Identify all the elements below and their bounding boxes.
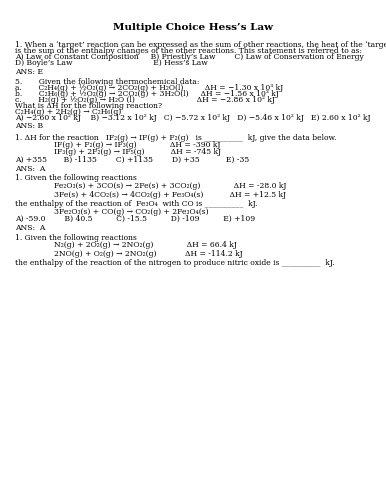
Text: ANS: E: ANS: E <box>15 68 44 76</box>
Text: c.       H₂(g) + ½O₂(g) → H₂O (l)                          ΔH = −2.86 x 10² kJ: c. H₂(g) + ½O₂(g) → H₂O (l) ΔH = −2.86 x… <box>15 96 276 104</box>
Text: N₂(g) + 2O₂(g) → 2NO₂(g)              ΔH = 66.4 kJ: N₂(g) + 2O₂(g) → 2NO₂(g) ΔH = 66.4 kJ <box>54 241 237 249</box>
Text: A) +355       B) -1135        C) +1135        D) +35           E) -35: A) +355 B) -1135 C) +1135 D) +35 E) -35 <box>15 156 250 164</box>
Text: A) -59.0        B) 40.5          C) -15.5          D) -109          E) +109: A) -59.0 B) 40.5 C) -15.5 D) -109 E) +10… <box>15 215 256 223</box>
Text: 1. Given the following reactions: 1. Given the following reactions <box>15 234 137 241</box>
Text: 1. When a ‘target’ reaction can be expressed as the sum of other reactions, the : 1. When a ‘target’ reaction can be expre… <box>15 41 386 49</box>
Text: IF(g) + F₂(g) → IF₃(g)              ΔH = -390 kJ: IF(g) + F₂(g) → IF₃(g) ΔH = -390 kJ <box>54 141 220 149</box>
Text: A) Law of Constant Composition     B) Priestly’s Law        C) Law of Conservati: A) Law of Constant Composition B) Priest… <box>15 53 364 61</box>
Text: A) −2.60 x 10² kJ    B) −3.12 x 10² kJ   C) −5.72 x 10² kJ   D) −5.46 x 10² kJ  : A) −2.60 x 10² kJ B) −3.12 x 10² kJ C) −… <box>15 114 371 122</box>
Text: b.       C₂H₆(g) + ½O₂(g) → 2CO₂(g) + 3H₂O(l)     ΔH = −1.56 x 10³ kJ: b. C₂H₆(g) + ½O₂(g) → 2CO₂(g) + 3H₂O(l) … <box>15 90 279 98</box>
Text: 1. Given the following reactions: 1. Given the following reactions <box>15 174 137 182</box>
Text: Multiple Choice Hess’s Law: Multiple Choice Hess’s Law <box>113 22 273 32</box>
Text: is the sum of the enthalpy changes of the other reactions. This statement is ref: is the sum of the enthalpy changes of th… <box>15 47 362 55</box>
Text: ANS:  A: ANS: A <box>15 165 46 173</box>
Text: Fe₂O₃(s) + 3CO(s) → 2Fe(s) + 3CO₂(g)              ΔH = -28.0 kJ: Fe₂O₃(s) + 3CO(s) → 2Fe(s) + 3CO₂(g) ΔH … <box>54 182 286 190</box>
Text: D) Boyle’s Law                                  E) Hess’s Law: D) Boyle’s Law E) Hess’s Law <box>15 59 208 67</box>
Text: ANS:  A: ANS: A <box>15 224 46 232</box>
Text: 3Fe₂O₃(s) + CO(g) → CO₂(g) + 2Fe₃O₄(s): 3Fe₂O₃(s) + CO(g) → CO₂(g) + 2Fe₃O₄(s) <box>54 208 209 216</box>
Text: a.       C₂H₄(g) + ½O₂(g) → 2CO₂(g) + H₂O(l)         ΔH = −1.30 x 10³ kJ: a. C₂H₄(g) + ½O₂(g) → 2CO₂(g) + H₂O(l) Δ… <box>15 84 284 92</box>
Text: the enthalpy of the reaction of the nitrogen to produce nitric oxide is ________: the enthalpy of the reaction of the nitr… <box>15 259 335 267</box>
Text: 5.       Given the following thermochemical data:: 5. Given the following thermochemical da… <box>15 78 200 86</box>
Text: the enthalpy of the reaction of  Fe₃O₄  with CO is __________  kJ.: the enthalpy of the reaction of Fe₃O₄ wi… <box>15 200 258 208</box>
Text: What is ΔH for the following reaction?: What is ΔH for the following reaction? <box>15 102 163 110</box>
Text: 1. ΔH for the reaction   IF₂(g) → IF(g) + F₂(g)   is __________  kJ, give the da: 1. ΔH for the reaction IF₂(g) → IF(g) + … <box>15 134 337 141</box>
Text: ANS: B: ANS: B <box>15 122 44 130</box>
Text: C₂H₄(g) + 2H₂(g) → C₂H₆(g): C₂H₄(g) + 2H₂(g) → C₂H₆(g) <box>15 108 122 116</box>
Text: 3Fe(s) + 4CO₂(s) → 4CO₂(g) + Fe₃O₄(s)           ΔH = +12.5 kJ: 3Fe(s) + 4CO₂(s) → 4CO₂(g) + Fe₃O₄(s) ΔH… <box>54 191 286 199</box>
Text: 2NO(g) + O₂(g) → 2NO₂(g)            ΔH = -114.2 kJ: 2NO(g) + O₂(g) → 2NO₂(g) ΔH = -114.2 kJ <box>54 250 243 258</box>
Text: IF₃(g) + 2F₂(g) → IF₅(g)           ΔH = -745 kJ: IF₃(g) + 2F₂(g) → IF₅(g) ΔH = -745 kJ <box>54 148 221 156</box>
